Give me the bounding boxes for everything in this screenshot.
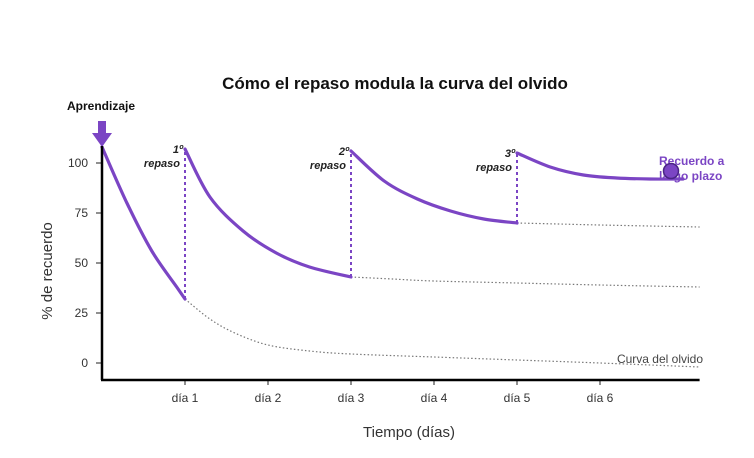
- forgetting-curve-label: Curva del olvido: [617, 352, 703, 366]
- x-tick-label: día 2: [255, 391, 282, 405]
- y-tick-label: 50: [75, 256, 89, 270]
- learning-label: Aprendizaje: [67, 99, 135, 113]
- learning-arrow-shaft: [98, 121, 106, 135]
- review-label-number: 2º: [338, 146, 350, 158]
- y-tick-label: 25: [75, 306, 89, 320]
- learning-arrow-head: [92, 133, 112, 147]
- review-label-number: 3º: [505, 148, 516, 160]
- chart-title: Cómo el repaso modula la curva del olvid…: [222, 74, 568, 93]
- long-term-marker-dot: [662, 162, 680, 180]
- review-label-number: 1º: [173, 144, 184, 156]
- retention-curve-segment: [515, 151, 685, 181]
- retention-curve-segment: [349, 149, 519, 225]
- forgetting-curve: [184, 298, 700, 368]
- y-tick-label: 100: [68, 156, 88, 170]
- y-axis-label: % de recuerdo: [39, 222, 56, 320]
- review-label-text: repaso: [310, 160, 346, 172]
- x-tick-label: día 5: [504, 391, 531, 405]
- review-label-text: repaso: [476, 162, 512, 174]
- x-tick-label: día 4: [421, 391, 448, 405]
- x-axis-label: Tiempo (días): [363, 424, 455, 441]
- baseline-forgetting-curve: [350, 276, 700, 288]
- retention-curve-segment: [100, 145, 187, 301]
- x-tick-label: día 1: [172, 391, 199, 405]
- y-tick-label: 0: [81, 356, 88, 370]
- y-tick-label: 75: [75, 206, 89, 220]
- baseline-forgetting-curve: [516, 222, 700, 228]
- review-label-text: repaso: [144, 158, 180, 170]
- retention-curve-segment: [183, 147, 353, 279]
- x-tick-label: día 3: [338, 391, 365, 405]
- x-tick-label: día 6: [587, 391, 614, 405]
